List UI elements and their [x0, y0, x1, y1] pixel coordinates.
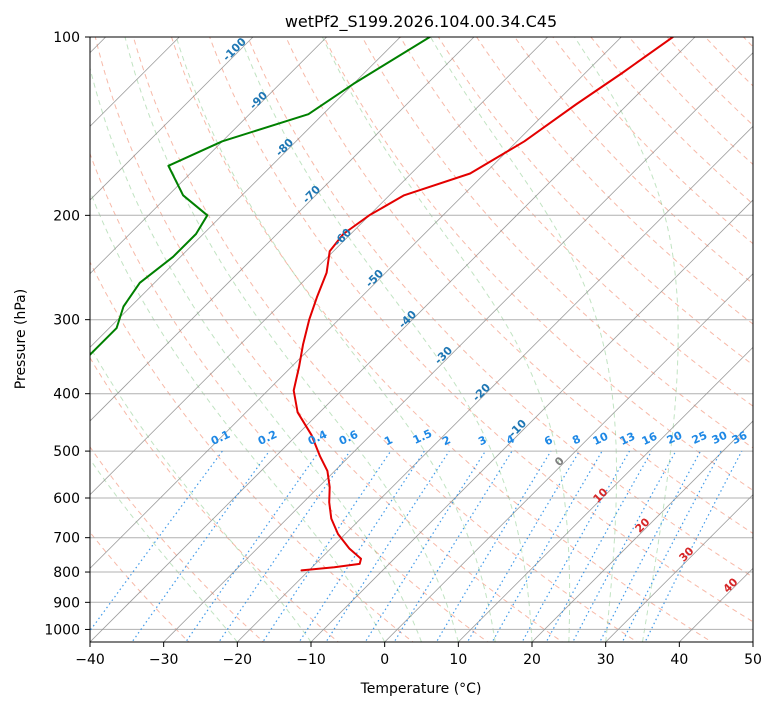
- y-tick-label: 700: [53, 531, 80, 547]
- dry-adiabat-line: [170, 37, 713, 642]
- mixing-ratio-label: 10: [591, 430, 611, 448]
- dry-adiabat-line: [90, 152, 489, 642]
- mixing-ratio-label: 36: [730, 429, 750, 447]
- x-tick-label: 40: [670, 652, 688, 668]
- moist-adiabat-line: [124, 37, 459, 642]
- isotherm-line: [384, 273, 753, 642]
- plot-area: [90, 37, 753, 642]
- chart-title: wetPf2_S199.2026.104.00.34.C45: [285, 12, 557, 32]
- dry-adiabat-line: [514, 37, 753, 285]
- mixing-ratio-label: 25: [690, 429, 709, 447]
- isotherm-line: [237, 125, 753, 642]
- mixing-ratio-line: [393, 450, 513, 642]
- moist-adiabat-line: [321, 37, 571, 642]
- isotherm-line: [163, 52, 753, 642]
- isotherm-line: [90, 37, 696, 642]
- mixing-ratio-line: [325, 450, 450, 642]
- y-tick-label: 300: [53, 313, 80, 329]
- mixing-ratio-line: [298, 450, 425, 642]
- moist-adiabat-line: [90, 346, 312, 642]
- plot-frame: [89, 36, 754, 643]
- y-axis-label: Pressure (hPa): [13, 289, 29, 389]
- y-tick-label: 800: [53, 565, 80, 581]
- dry-adiabat-line: [247, 37, 753, 578]
- mixing-ratio-line: [466, 450, 580, 642]
- dewpoint-profile-line: [90, 37, 431, 357]
- axes-ticks-layer: −40 −30 −20 −10 0 10 20 30 40 50 100 200 300 400 500 60…: [44, 30, 762, 668]
- isotherm-line: [605, 494, 753, 642]
- dewpoint-profile-line: [0, 567, 29, 571]
- x-tick-label: 50: [744, 652, 762, 668]
- x-tick-label: −10: [296, 652, 326, 668]
- dry-adiabat-line: [209, 37, 753, 623]
- mixing-ratio-line: [435, 450, 552, 642]
- y-tick-label: 200: [53, 208, 80, 224]
- mixing-ratio-line: [621, 450, 722, 642]
- y-tick-label: 100: [53, 30, 80, 46]
- y-tick-label: 900: [53, 595, 80, 611]
- x-tick-label: −30: [149, 652, 179, 668]
- mixing-ratio-line: [644, 450, 743, 642]
- grid-layer: [90, 37, 753, 642]
- x-tick-label: −40: [75, 652, 105, 668]
- y-tick-label: 400: [53, 387, 80, 403]
- dry-adiabat-line: [361, 37, 753, 449]
- moist-adiabat-line: [90, 189, 386, 642]
- isotherm-line: [90, 37, 401, 348]
- mixing-ratio-label: 16: [640, 430, 660, 448]
- mixing-ratio-label: 13: [618, 430, 637, 448]
- dry-adiabat-line: [323, 37, 753, 491]
- dry-adiabat-line: [476, 37, 753, 325]
- moist-adiabat-line: [574, 37, 679, 642]
- moist-adiabat-line: [430, 37, 617, 642]
- isotherm-line: [90, 37, 254, 201]
- profiles-layer: [0, 37, 674, 572]
- moist-adiabat-line: [239, 37, 533, 642]
- mixing-ratio-line: [90, 450, 223, 632]
- y-tick-label: 500: [53, 444, 80, 460]
- moist-adiabat-line: [175, 37, 496, 642]
- isotherm-line: [90, 37, 548, 496]
- isotherm-line: [752, 641, 753, 642]
- x-tick-label: 30: [597, 652, 615, 668]
- isotherm-line: [90, 37, 475, 422]
- y-tick-label: 600: [53, 491, 80, 507]
- isotherm-line: [90, 37, 622, 569]
- mixing-ratio-line: [491, 450, 603, 642]
- isotherm-line: [90, 37, 327, 275]
- y-tick-label: 1000: [44, 622, 80, 638]
- dry-adiabat-line: [285, 37, 753, 535]
- isotherm-line: [458, 346, 753, 642]
- isotherm-line: [310, 199, 753, 642]
- x-axis-label: Temperature (°C): [360, 681, 482, 697]
- mixing-ratio-line: [218, 450, 351, 642]
- mixing-ratio-line: [262, 450, 392, 642]
- mixing-ratio-label: 30: [710, 429, 730, 447]
- mixing-ratio-label: 20: [665, 429, 685, 447]
- mixing-ratio-line: [521, 450, 631, 642]
- x-tick-label: −20: [223, 652, 253, 668]
- x-tick-label: 0: [380, 652, 389, 668]
- mixing-ratio-line: [364, 450, 486, 642]
- moist-adiabat-line: [90, 458, 238, 642]
- mixing-ratio-layer: [90, 450, 743, 642]
- isotherm-line: [531, 420, 753, 642]
- temperature-profile-line: [292, 37, 674, 572]
- x-tick-label: 20: [523, 652, 541, 668]
- x-tick-label: 10: [449, 652, 467, 668]
- dry-adiabat-line: [399, 37, 753, 407]
